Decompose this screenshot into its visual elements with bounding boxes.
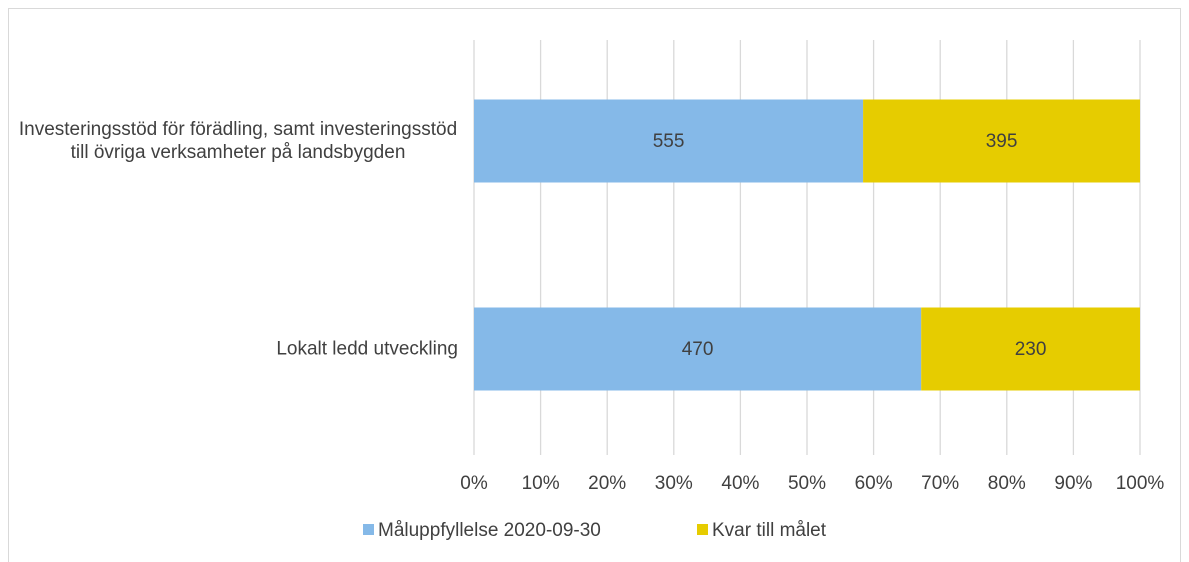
x-tick-label: 40%: [721, 473, 759, 494]
x-tick-label: 30%: [655, 473, 693, 494]
bar: [863, 99, 1140, 183]
data-label: 395: [986, 131, 1018, 152]
x-tick-label: 70%: [921, 473, 959, 494]
x-tick-label: 50%: [788, 473, 826, 494]
legend-label: Kvar till målet: [712, 520, 827, 541]
data-label: 470: [682, 339, 714, 360]
data-label: 230: [1015, 339, 1047, 360]
legend-label: Måluppfyllelse 2020-09-30: [378, 520, 601, 541]
legend-swatch: [363, 524, 374, 535]
bar: [921, 307, 1140, 391]
chart-border: [8, 8, 1181, 562]
x-tick-label: 90%: [1054, 473, 1092, 494]
bar: [474, 307, 922, 391]
x-tick-label: 20%: [588, 473, 626, 494]
legend-swatch: [697, 524, 708, 535]
x-tick-label: 60%: [855, 473, 893, 494]
y-tick-label: Investeringsstöd för förädling, samt inv…: [18, 119, 458, 163]
x-tick-label: 0%: [460, 473, 488, 494]
x-tick-label: 100%: [1116, 473, 1165, 494]
data-label: 555: [653, 131, 685, 152]
x-tick-label: 80%: [988, 473, 1026, 494]
y-tick-label: Lokalt ledd utveckling: [276, 338, 458, 360]
bar: [474, 99, 864, 183]
x-tick-label: 10%: [522, 473, 560, 494]
